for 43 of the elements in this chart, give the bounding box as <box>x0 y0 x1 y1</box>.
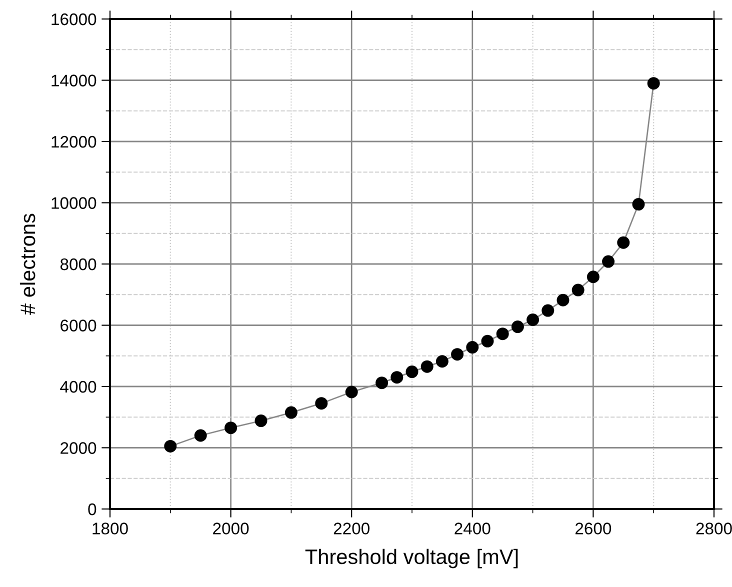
point <box>647 77 660 90</box>
point <box>345 386 358 398</box>
point <box>194 429 207 442</box>
x-tick-label: 2600 <box>576 522 612 534</box>
x-tick-label: 2200 <box>334 522 370 534</box>
y-tick-label: 2000 <box>60 442 96 454</box>
point <box>542 304 554 317</box>
point <box>315 397 328 410</box>
x-tick-label: 2400 <box>454 522 490 534</box>
point <box>586 270 600 284</box>
x-axis-title: Threshold voltage [mV] <box>305 548 518 568</box>
point <box>556 294 570 306</box>
point <box>526 313 540 326</box>
point <box>481 334 494 348</box>
point <box>420 360 434 373</box>
x-tick-label: 1800 <box>92 522 128 534</box>
y-tick-label: 14000 <box>52 74 96 86</box>
point <box>466 341 479 354</box>
point <box>284 406 298 419</box>
point <box>254 414 268 428</box>
y-tick-label: 16000 <box>52 13 96 26</box>
y-tick-label: 0 <box>88 503 96 516</box>
point <box>496 328 509 340</box>
point <box>572 284 584 296</box>
point <box>376 376 388 390</box>
x-tick-label: 2000 <box>213 522 249 534</box>
y-tick-label: 12000 <box>52 136 96 148</box>
point <box>451 348 464 361</box>
point <box>511 320 524 334</box>
y-tick-label: 6000 <box>60 320 96 332</box>
point <box>390 371 404 384</box>
y-axis-title: # electrons <box>20 214 36 315</box>
point <box>224 422 238 434</box>
point <box>617 236 630 249</box>
y-tick-label: 4000 <box>60 380 96 393</box>
point <box>164 440 177 452</box>
point <box>632 198 645 211</box>
point <box>406 366 418 378</box>
y-tick-label: 10000 <box>52 197 96 209</box>
y-tick-label: 8000 <box>60 258 96 270</box>
point <box>602 255 615 268</box>
x-tick-label: 2800 <box>696 522 732 534</box>
point <box>436 355 448 368</box>
